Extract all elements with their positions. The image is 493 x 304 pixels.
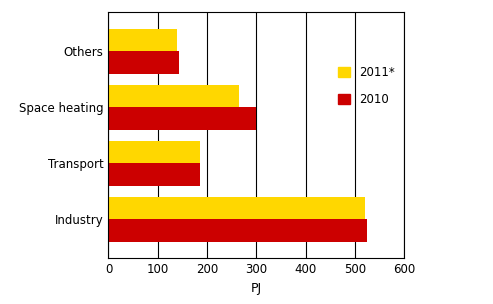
Bar bbox=[108, 107, 256, 130]
Bar bbox=[108, 219, 367, 242]
Bar bbox=[108, 51, 179, 74]
Bar bbox=[108, 29, 177, 51]
X-axis label: PJ: PJ bbox=[251, 282, 262, 295]
Bar bbox=[108, 163, 200, 186]
Bar bbox=[108, 197, 365, 219]
Bar bbox=[108, 85, 239, 107]
Bar bbox=[108, 141, 200, 163]
Legend: 2011*, 2010: 2011*, 2010 bbox=[334, 62, 398, 110]
